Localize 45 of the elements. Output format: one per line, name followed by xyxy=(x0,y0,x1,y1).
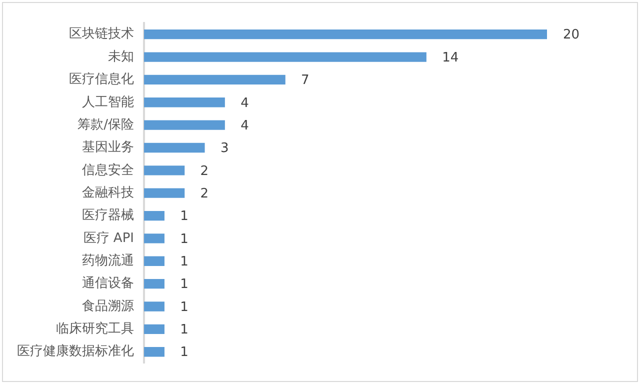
bar xyxy=(144,234,164,244)
bar xyxy=(144,278,164,289)
data-label: 2 xyxy=(200,164,209,179)
y-tick-label: 医疗信息化 xyxy=(69,72,134,88)
y-tick-label: 金融科技 xyxy=(82,185,134,200)
bar xyxy=(144,74,286,85)
y-tick-label: 区块链技术 xyxy=(69,26,134,42)
y-tick-label: 筹款/保险 xyxy=(78,117,134,132)
data-label: 20 xyxy=(563,28,580,43)
y-tick-label: 医疗器械 xyxy=(82,208,134,224)
y-tick-label: 医疗 API xyxy=(83,230,134,246)
y-tick-label: 临床研究工具 xyxy=(56,322,134,337)
bar xyxy=(144,142,205,153)
bar xyxy=(144,210,164,221)
bar xyxy=(144,98,225,108)
bar xyxy=(144,324,164,334)
y-tick-label: 药物流通 xyxy=(82,252,134,269)
bar xyxy=(144,256,164,266)
y-tick-label: 基因业务 xyxy=(82,140,134,156)
data-label: 1 xyxy=(180,209,188,224)
data-label: 1 xyxy=(180,254,188,270)
data-label: 2 xyxy=(200,186,209,202)
bar xyxy=(144,347,164,357)
y-tick-label: 人工智能 xyxy=(82,94,134,110)
bar xyxy=(144,302,164,312)
y-tick-label: 通信设备 xyxy=(82,276,134,292)
data-label: 14 xyxy=(442,50,459,66)
data-label: 4 xyxy=(240,118,249,134)
y-tick-label: 未知 xyxy=(108,49,134,64)
data-label: 4 xyxy=(240,96,249,111)
bar xyxy=(144,52,426,62)
bar xyxy=(144,188,185,198)
data-label: 7 xyxy=(301,73,310,88)
bar xyxy=(144,120,225,130)
bar xyxy=(144,166,185,176)
y-tick-label: 医疗健康数据标准化 xyxy=(17,344,134,360)
data-label: 1 xyxy=(180,322,188,338)
data-label: 1 xyxy=(180,277,188,292)
y-tick-label: 食品溯源 xyxy=(82,298,134,314)
data-label: 3 xyxy=(220,141,229,156)
bar xyxy=(144,30,547,40)
data-label: 1 xyxy=(180,300,188,315)
y-tick-label: 信息安全 xyxy=(82,162,134,178)
data-label: 1 xyxy=(180,345,188,360)
data-label: 1 xyxy=(180,232,188,247)
